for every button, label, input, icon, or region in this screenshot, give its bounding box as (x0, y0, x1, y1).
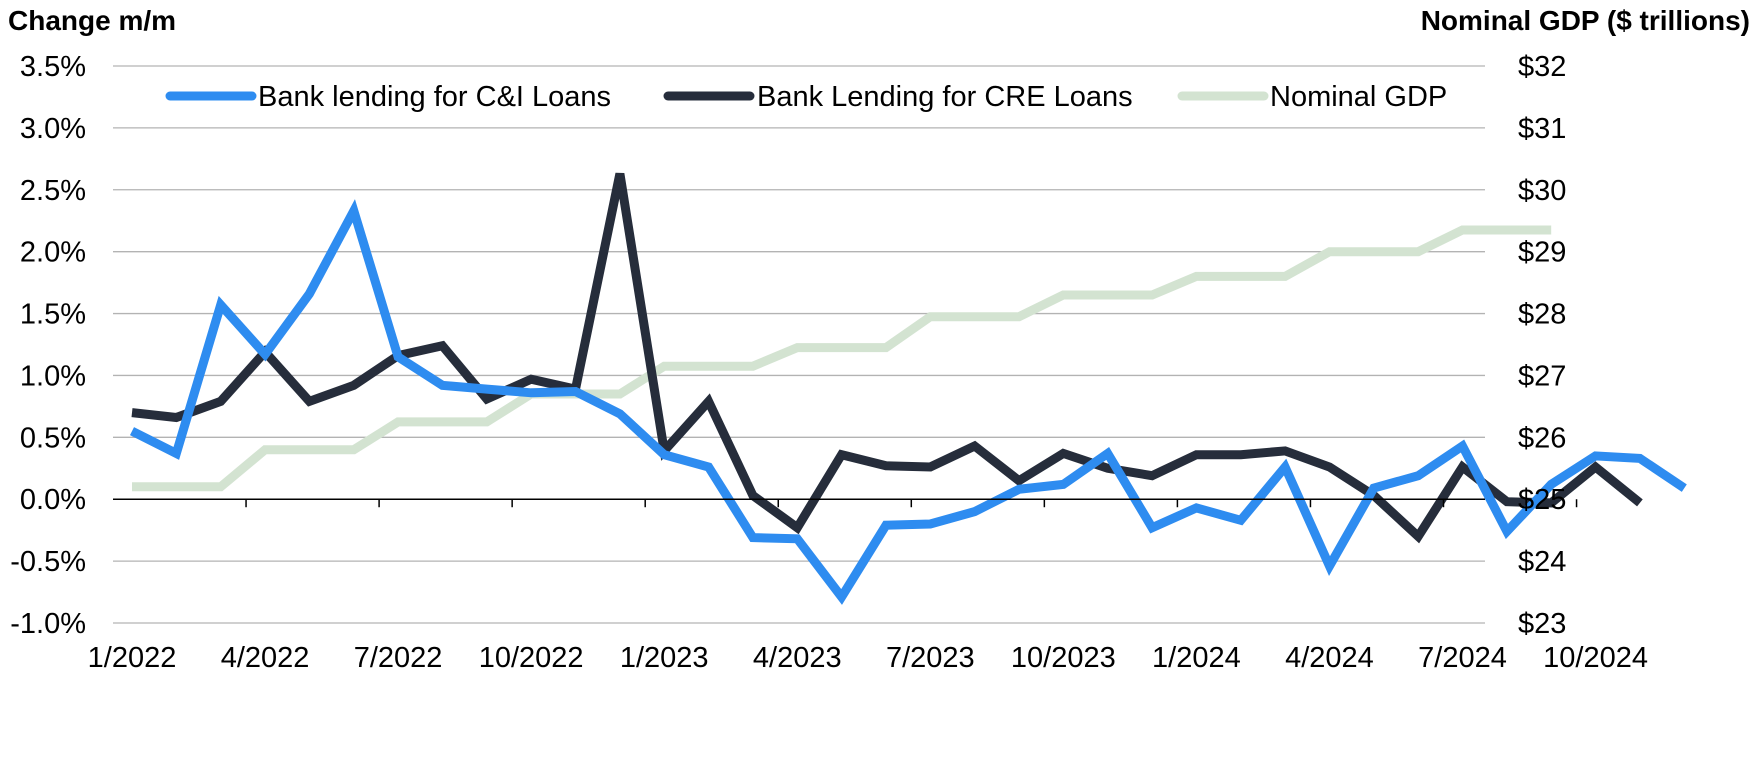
left-axis-tick-label: 2.5% (20, 175, 86, 207)
right-axis-tick-label: $30 (1518, 175, 1566, 207)
legend: Bank lending for C&I Loans Bank Lending f… (165, 81, 1447, 113)
left-axis-tick-label: 3.5% (20, 51, 86, 83)
right-axis-tick-label: $28 (1518, 299, 1566, 331)
left-axis-tick-label: 0.0% (20, 484, 86, 516)
x-axis-tick-label: 1/2024 (1152, 642, 1241, 674)
x-axis-tick-label: 7/2024 (1418, 642, 1507, 674)
left-axis-tick-label: 0.5% (20, 422, 86, 454)
x-axis-tick-label: 1/2022 (88, 642, 177, 674)
gridlines (113, 65, 1485, 624)
left-axis-title: Change m/m (8, 5, 176, 36)
series-lines (129, 172, 1687, 605)
x-axis-tick-label: 7/2023 (886, 642, 975, 674)
left-axis-tick-label: 3.0% (20, 113, 86, 145)
x-axis-tick-label: 10/2024 (1543, 642, 1648, 674)
right-axis-title: Nominal GDP ($ trillions) (1421, 5, 1750, 36)
left-axis-tick-label: 2.0% (20, 237, 86, 269)
left-axis-tick-label: 1.0% (20, 360, 86, 392)
axes: -1.0% -0.5% 0.0% 0.5% 1.0% 1.5% 2.0% 2.5% 3.0% 3.… (10, 51, 1648, 674)
x-axis-tick-label: 4/2022 (221, 642, 310, 674)
right-axis-tick-label: $29 (1518, 237, 1566, 269)
left-axis-tick-label: -1.0% (10, 608, 86, 640)
x-axis-tick-label: 4/2023 (753, 642, 842, 674)
series-line (129, 199, 1687, 605)
series-line (132, 225, 1552, 492)
right-axis-tick-label: $27 (1518, 360, 1566, 392)
right-axis-tick-label: $31 (1518, 113, 1566, 145)
right-axis-tick-label: $32 (1518, 51, 1566, 83)
legend-label: Nominal GDP (1270, 81, 1447, 113)
right-axis-tick-label: $23 (1518, 608, 1566, 640)
series-line (131, 172, 1643, 544)
x-axis-tick-label: 10/2023 (1011, 642, 1116, 674)
left-axis-tick-label: -0.5% (10, 546, 86, 578)
right-axis-tick-label: $25 (1518, 484, 1566, 516)
right-axis-tick-label: $24 (1518, 546, 1566, 578)
x-axis-tick-label: 1/2023 (620, 642, 709, 674)
x-axis-tick-label: 10/2022 (479, 642, 584, 674)
legend-label: Bank lending for C&I Loans (258, 81, 611, 113)
legend-label: Bank Lending for CRE Loans (757, 81, 1133, 113)
x-axis-tick-label: 4/2024 (1285, 642, 1374, 674)
right-axis-tick-label: $26 (1518, 422, 1566, 454)
x-axis-tick-label: 7/2022 (354, 642, 443, 674)
left-axis-tick-label: 1.5% (20, 299, 86, 331)
